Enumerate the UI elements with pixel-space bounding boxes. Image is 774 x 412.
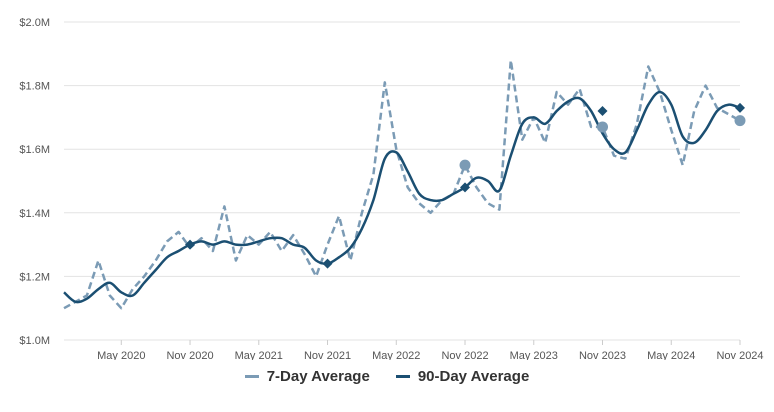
legend-item-90day[interactable]: 90-Day Average bbox=[395, 368, 530, 385]
y-tick-label: $1.6M bbox=[19, 144, 50, 156]
x-tick-label: May 2021 bbox=[235, 350, 283, 360]
marker-90day[interactable] bbox=[322, 258, 333, 269]
x-tick-label: May 2024 bbox=[647, 350, 695, 360]
x-tick-label: Nov 2021 bbox=[304, 350, 351, 360]
marker-90day[interactable] bbox=[185, 239, 196, 250]
x-tick-label: Nov 2024 bbox=[716, 350, 763, 360]
x-tick-label: Nov 2020 bbox=[166, 350, 213, 360]
y-tick-label: $1.8M bbox=[19, 81, 50, 93]
legend-swatch-7day bbox=[244, 375, 259, 378]
legend: 7-Day Average 90-Day Average bbox=[0, 368, 774, 385]
x-tick-label: Nov 2023 bbox=[579, 350, 626, 360]
marker-90day[interactable] bbox=[597, 106, 608, 117]
legend-label-90day: 90-Day Average bbox=[417, 368, 530, 385]
marker-90day[interactable] bbox=[460, 182, 471, 193]
y-tick-label: $1.2M bbox=[19, 271, 50, 283]
legend-swatch-90day bbox=[395, 375, 410, 378]
marker-7day[interactable] bbox=[734, 115, 746, 127]
legend-item-7day[interactable]: 7-Day Average bbox=[244, 368, 370, 385]
series-line-90day bbox=[63, 90, 741, 304]
series bbox=[63, 58, 741, 310]
marker-7day[interactable] bbox=[459, 159, 471, 171]
x-tick-label: Nov 2022 bbox=[441, 350, 488, 360]
y-tick-label: $1.4M bbox=[19, 208, 50, 220]
x-tick-label: May 2022 bbox=[372, 350, 420, 360]
x-tick-label: May 2020 bbox=[97, 350, 145, 360]
series-line-7day bbox=[63, 58, 741, 310]
gridlines bbox=[64, 21, 740, 341]
axes: $1.0M $1.2M $1.4M $1.6M $1.8M $2.0M May 2020 No… bbox=[19, 17, 763, 360]
y-tick-label: $1.0M bbox=[19, 335, 50, 347]
y-tick-label: $2.0M bbox=[19, 17, 50, 29]
x-tick-label: May 2023 bbox=[510, 350, 558, 360]
legend-label-7day: 7-Day Average bbox=[266, 368, 370, 385]
markers bbox=[185, 102, 746, 269]
marker-90day[interactable] bbox=[735, 102, 745, 113]
line-chart: $1.0M $1.2M $1.4M $1.6M $1.8M $2.0M May 2020 No… bbox=[19, 17, 763, 360]
marker-7day[interactable] bbox=[597, 121, 609, 133]
